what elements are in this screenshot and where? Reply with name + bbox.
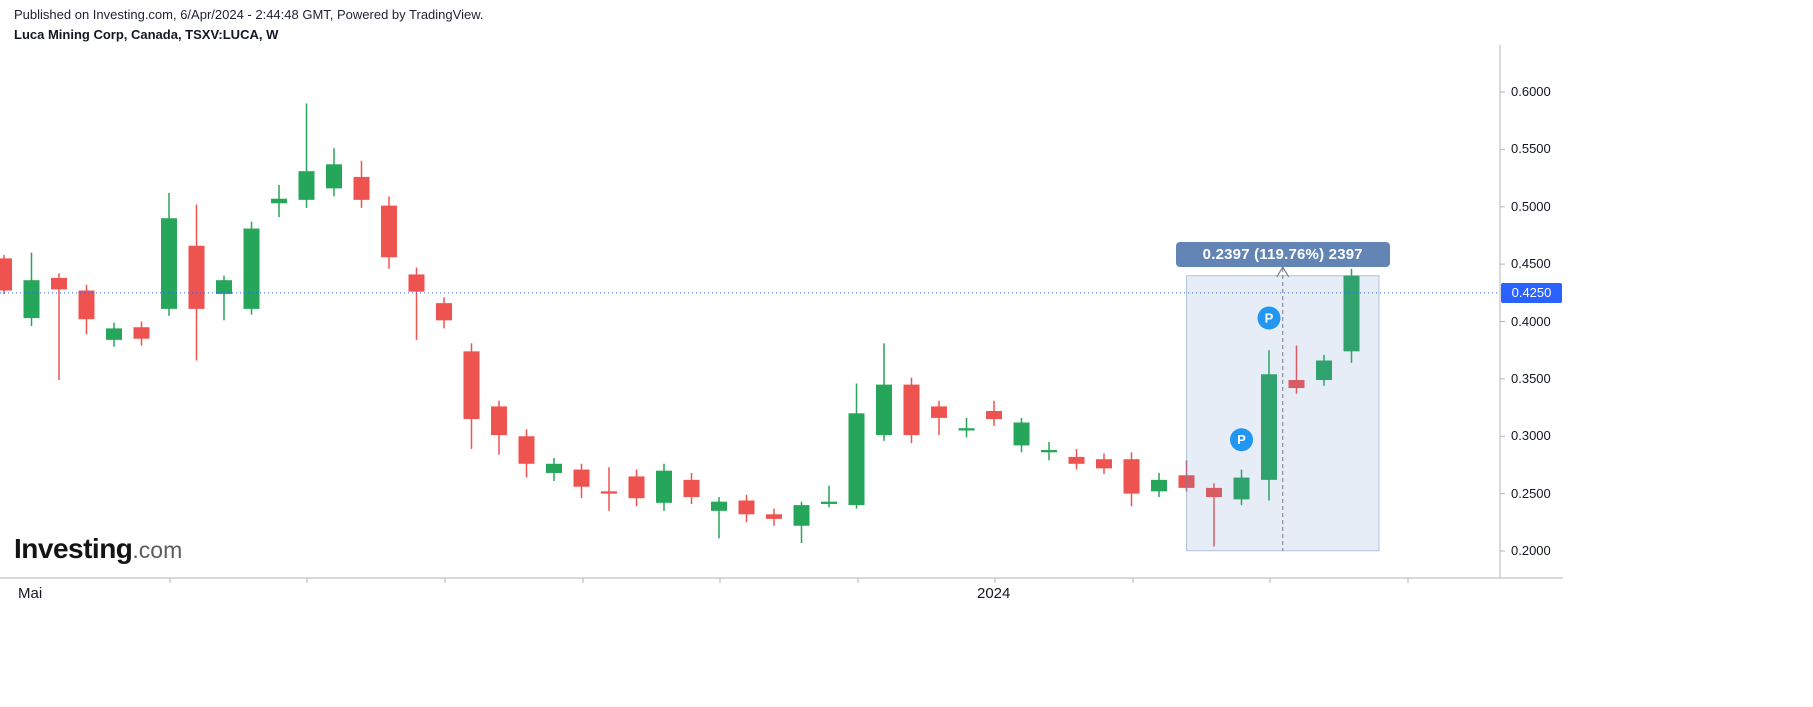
y-axis-label: 0.3500 xyxy=(1511,370,1551,386)
p-marker[interactable]: P xyxy=(1230,428,1253,452)
candle xyxy=(298,103,315,208)
candle xyxy=(381,196,397,269)
published-line: Published on Investing.com, 6/Apr/2024 -… xyxy=(14,7,484,22)
candle xyxy=(628,469,645,507)
candle xyxy=(518,429,535,478)
candle xyxy=(1151,472,1167,498)
candle xyxy=(1206,483,1222,547)
logo-suffix: .com xyxy=(132,537,183,563)
candle xyxy=(408,267,425,340)
candle xyxy=(326,148,342,197)
candle xyxy=(1068,448,1085,470)
symbol-title: Luca Mining Corp, Canada, TSXV:LUCA, W xyxy=(14,27,279,42)
y-axis-label: 0.2000 xyxy=(1511,543,1551,558)
y-axis-label: 0.4500 xyxy=(1511,256,1551,272)
y-axis-label: 0.3000 xyxy=(1511,428,1551,444)
x-axis-label-mai[interactable]: Mai xyxy=(18,585,43,602)
investing-logo: Investing .com xyxy=(14,533,182,565)
candle xyxy=(161,192,177,316)
candle xyxy=(491,400,507,455)
price-range-label[interactable]: 0.2397 (119.76%) 2397 xyxy=(1175,242,1390,267)
candle xyxy=(23,252,40,327)
candle xyxy=(78,284,95,335)
y-axis-label: 0.5500 xyxy=(1511,141,1551,157)
logo-text: Investing xyxy=(14,533,133,564)
candle xyxy=(546,458,562,482)
y-axis-label: 0.5000 xyxy=(1511,198,1551,214)
candle xyxy=(1096,453,1112,475)
candle xyxy=(1123,452,1140,507)
y-axis-label: 0.6000 xyxy=(1511,84,1551,99)
candle xyxy=(1288,345,1305,394)
candle xyxy=(876,343,892,441)
y-axis-label: 0.4000 xyxy=(1511,313,1551,329)
candle xyxy=(601,467,617,511)
candle xyxy=(1233,469,1250,506)
candle xyxy=(106,322,122,347)
y-axis-label: 0.2500 xyxy=(1511,485,1551,501)
candle xyxy=(821,485,837,508)
candle xyxy=(0,254,12,294)
candle xyxy=(1178,460,1195,492)
svg-text:P: P xyxy=(1237,432,1246,447)
measurement-area[interactable] xyxy=(1186,275,1380,552)
candle xyxy=(133,321,150,346)
candle xyxy=(793,501,810,543)
candle xyxy=(1261,350,1277,501)
candle xyxy=(931,400,947,436)
candle xyxy=(573,463,590,499)
svg-text:P: P xyxy=(1265,311,1274,326)
candle xyxy=(51,273,67,381)
x-axis-label-2024[interactable]: 2024 xyxy=(977,585,1011,602)
candle xyxy=(986,400,1002,426)
candle xyxy=(958,417,975,438)
p-marker[interactable]: P xyxy=(1257,306,1281,330)
candle xyxy=(738,494,755,523)
measurement-arrow-icon xyxy=(1276,265,1290,278)
candle xyxy=(271,184,287,218)
candle xyxy=(766,508,782,526)
candle xyxy=(463,343,480,449)
candle xyxy=(216,275,232,321)
candle xyxy=(656,463,672,511)
candle xyxy=(1041,441,1057,461)
candle xyxy=(683,472,700,504)
candle xyxy=(1013,417,1030,453)
candle xyxy=(848,383,865,509)
candle xyxy=(243,221,260,315)
candle xyxy=(1343,268,1360,363)
candle xyxy=(903,377,920,444)
candle xyxy=(436,297,452,329)
candle xyxy=(1316,354,1332,386)
last-price-label: 0.4250 xyxy=(1501,282,1562,303)
candle xyxy=(711,497,727,539)
candle xyxy=(353,160,370,208)
candle xyxy=(188,204,205,361)
